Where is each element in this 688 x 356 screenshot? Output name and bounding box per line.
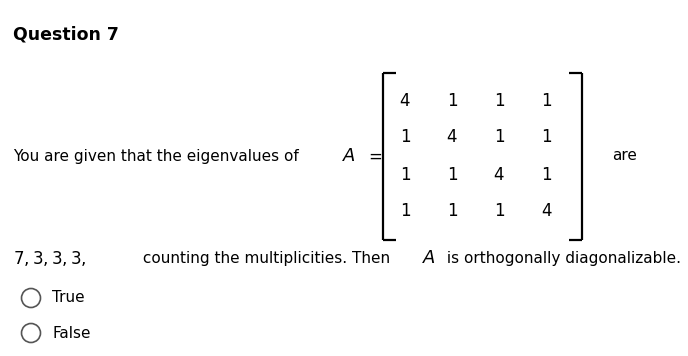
Text: $\mathit{A}$: $\mathit{A}$ [342, 147, 356, 165]
Text: $=$: $=$ [365, 147, 383, 165]
Text: You are given that the eigenvalues of: You are given that the eigenvalues of [13, 148, 299, 163]
Text: 1: 1 [400, 203, 410, 220]
Text: 1: 1 [494, 91, 504, 110]
Text: 1: 1 [541, 129, 551, 147]
Text: 1: 1 [447, 91, 458, 110]
Text: 1: 1 [400, 166, 410, 183]
Text: 1: 1 [541, 166, 551, 183]
Text: Question 7: Question 7 [13, 26, 119, 44]
Text: False: False [52, 325, 91, 340]
Text: counting the multiplicities. Then: counting the multiplicities. Then [138, 251, 395, 266]
Text: $7, 3, 3, 3,$: $7, 3, 3, 3,$ [13, 248, 87, 267]
Text: 4: 4 [447, 129, 458, 147]
Text: 1: 1 [447, 203, 458, 220]
Text: 1: 1 [494, 129, 504, 147]
Text: 1: 1 [400, 129, 410, 147]
Ellipse shape [21, 288, 41, 308]
Text: 1: 1 [447, 166, 458, 183]
Text: 4: 4 [400, 91, 410, 110]
Text: is orthogonally diagonalizable.: is orthogonally diagonalizable. [442, 251, 681, 266]
Text: 1: 1 [494, 203, 504, 220]
Text: $\mathit{A}$: $\mathit{A}$ [422, 249, 436, 267]
Ellipse shape [21, 324, 41, 342]
Text: are: are [612, 148, 637, 163]
Text: True: True [52, 290, 85, 305]
Text: 4: 4 [541, 203, 551, 220]
Text: 1: 1 [541, 91, 551, 110]
Text: 4: 4 [494, 166, 504, 183]
